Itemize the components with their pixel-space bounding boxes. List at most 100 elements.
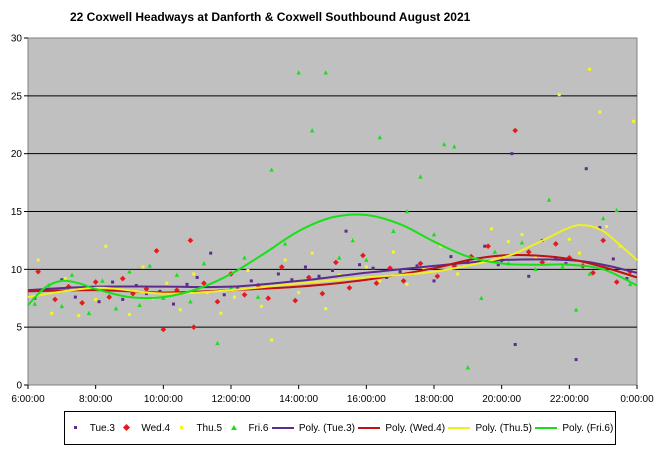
point-fri6 <box>337 255 342 260</box>
y-tick-label: 15 <box>11 207 23 218</box>
point-fri6 <box>215 340 220 346</box>
point-wed4 <box>153 247 160 254</box>
point-fri6 <box>431 232 437 237</box>
legend-item-poly-wed4: Poly. (Wed.4) <box>358 423 445 434</box>
point-thu5 <box>588 67 592 71</box>
point-tue3 <box>209 251 213 255</box>
point-wed4 <box>373 280 380 287</box>
legend-label-tue3: Tue.3 <box>89 422 115 434</box>
legend-swatch-fri6 <box>225 425 243 431</box>
point-thu5 <box>259 304 263 308</box>
point-fri6 <box>113 306 119 311</box>
legend-label-poly-fri6: Poly. (Fri.6) <box>562 422 614 434</box>
x-tick-label: 6:00:00 <box>11 394 45 405</box>
point-thu5 <box>63 277 67 281</box>
point-wed4 <box>265 295 272 302</box>
point-fri6 <box>296 70 301 75</box>
point-tue3 <box>344 229 348 233</box>
point-tue3 <box>483 244 487 248</box>
point-wed4 <box>333 259 339 266</box>
point-wed4 <box>106 294 113 300</box>
point-wed4 <box>241 291 248 298</box>
point-thu5 <box>128 312 131 316</box>
legend-item-thu5: Thu.5 <box>173 423 222 434</box>
point-fri6 <box>242 255 247 260</box>
point-fri6 <box>100 278 105 283</box>
point-thu5 <box>297 290 301 294</box>
point-fri6 <box>377 134 383 140</box>
point-tue3 <box>60 278 64 282</box>
point-thu5 <box>605 225 609 229</box>
point-wed4 <box>360 252 366 259</box>
legend-label-poly-tue3: Poly. (Tue.3) <box>298 422 355 434</box>
point-fri6 <box>255 294 261 299</box>
point-fri6 <box>492 249 498 254</box>
point-wed4 <box>119 275 126 282</box>
legend-swatch-poly-thu5 <box>448 427 471 429</box>
point-thu5 <box>283 258 287 262</box>
legend-label-poly-thu5: Poly. (Thu.5) <box>475 422 532 434</box>
point-tue3 <box>249 279 253 283</box>
point-wed4 <box>201 280 207 287</box>
point-fri6 <box>560 264 565 269</box>
y-tick-label: 5 <box>16 323 22 334</box>
legend-label-wed4: Wed.4 <box>141 422 171 434</box>
legend-swatch-wed4 <box>118 423 136 432</box>
point-tue3 <box>171 302 175 306</box>
point-tue3 <box>527 274 531 278</box>
point-wed4 <box>417 260 424 267</box>
point-fri6 <box>282 241 288 246</box>
point-wed4 <box>278 264 285 270</box>
point-thu5 <box>378 279 382 283</box>
point-fri6 <box>391 228 396 233</box>
point-wed4 <box>92 279 99 285</box>
point-tue3 <box>432 279 436 283</box>
point-fri6 <box>465 365 471 370</box>
point-wed4 <box>79 300 85 306</box>
y-tick-label: 10 <box>11 265 23 276</box>
point-wed4 <box>400 278 407 284</box>
point-tue3 <box>371 266 375 270</box>
legend-item-poly-fri6: Poly. (Fri.6) <box>535 423 613 434</box>
point-tue3 <box>611 257 615 261</box>
point-wed4 <box>512 127 519 134</box>
point-fri6 <box>323 70 328 75</box>
point-wed4 <box>434 273 441 280</box>
legend-swatch-thu5 <box>173 425 191 431</box>
point-thu5 <box>490 227 494 231</box>
point-fri6 <box>587 271 592 276</box>
legend-item-wed4: Wed.4 <box>118 423 170 434</box>
legend-item-poly-tue3: Poly. (Tue.3) <box>271 422 355 434</box>
point-tue3 <box>195 275 199 279</box>
point-tue3 <box>358 263 362 267</box>
legend-swatch-tue3 <box>67 425 85 431</box>
trend-line-poly-wed-4 <box>27 253 638 294</box>
point-fri6 <box>573 307 579 312</box>
point-fri6 <box>350 237 355 243</box>
point-tue3 <box>574 358 578 362</box>
x-tick-label: 16:00:00 <box>347 394 386 405</box>
point-thu5 <box>141 265 145 269</box>
x-tick-label: 8:00:00 <box>79 394 113 405</box>
point-fri6 <box>479 295 484 301</box>
x-axis: 6:00:00 8:00:00 10:00:00 12:00:00 14:00:00 16… <box>11 385 654 405</box>
point-thu5 <box>598 110 602 114</box>
point-tue3 <box>510 152 514 156</box>
point-fri6 <box>86 310 92 316</box>
point-tue3 <box>584 167 588 171</box>
point-fri6 <box>519 240 525 245</box>
x-tick-label: 22:00:00 <box>550 394 589 405</box>
legend-swatch-poly-tue3 <box>271 427 294 429</box>
point-thu5 <box>310 251 314 255</box>
point-thu5 <box>36 258 40 262</box>
point-fri6 <box>310 128 315 133</box>
point-thu5 <box>270 338 274 342</box>
point-thu5 <box>192 272 196 276</box>
point-thu5 <box>364 265 368 269</box>
point-tue3 <box>276 272 280 276</box>
point-fri6 <box>452 144 457 149</box>
point-tue3 <box>97 300 101 304</box>
point-wed4 <box>214 298 221 305</box>
point-thu5 <box>456 272 460 276</box>
point-tue3 <box>398 270 402 274</box>
